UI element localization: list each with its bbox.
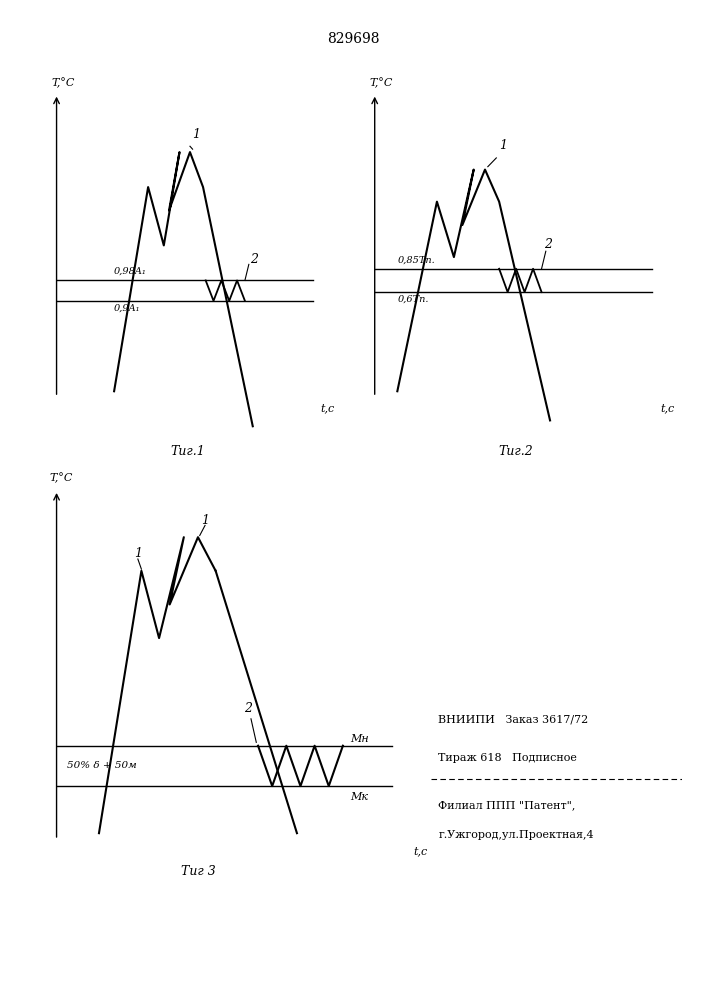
Text: 0,98A₁: 0,98A₁ [114,267,147,276]
Text: T,°C: T,°C [52,77,75,88]
Text: 2: 2 [244,702,252,715]
Text: 1: 1 [499,139,507,152]
Text: Τиг 3: Τиг 3 [180,865,216,878]
Text: Тираж 618   Подписное: Тираж 618 Подписное [438,753,577,763]
Text: 50% δ + 50м: 50% δ + 50м [67,761,137,770]
Text: 0,9A₁: 0,9A₁ [114,304,141,313]
Text: T,°C: T,°C [369,77,392,88]
Text: 2: 2 [250,253,258,266]
Text: 0,6Tп.: 0,6Tп. [397,295,429,304]
Text: 1: 1 [134,547,142,560]
Text: Филиал ППП "Патент",: Филиал ППП "Патент", [438,800,575,810]
Text: t,c: t,c [660,403,674,413]
Text: г.Ужгород,ул.Проектная,4: г.Ужгород,ул.Проектная,4 [438,830,594,840]
Text: 0,85Tп.: 0,85Tп. [397,255,435,264]
Text: Mн: Mн [350,734,369,744]
Text: t,c: t,c [321,403,335,413]
Text: 829698: 829698 [327,32,380,46]
Text: Τиг.1: Τиг.1 [170,445,205,458]
Text: 2: 2 [544,238,552,251]
Text: ВНИИПИ   Заказ 3617/72: ВНИИПИ Заказ 3617/72 [438,715,589,725]
Text: Mк: Mк [350,792,368,802]
Text: 1: 1 [192,128,201,141]
Text: Τиг.2: Τиг.2 [498,445,534,458]
Text: 1: 1 [201,514,209,527]
Text: t,c: t,c [414,847,428,857]
Text: T,°C: T,°C [49,473,73,483]
